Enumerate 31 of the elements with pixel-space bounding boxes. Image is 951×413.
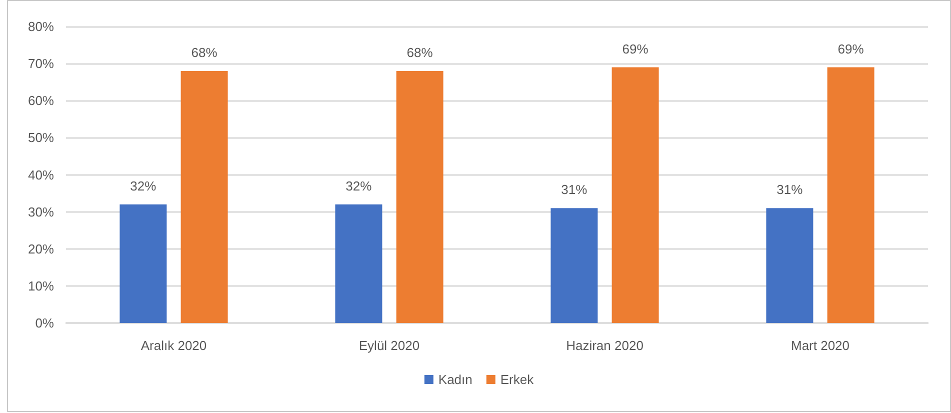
y-tick-label: 20% (28, 241, 54, 256)
bar (550, 208, 598, 323)
y-tick-label: 10% (28, 278, 54, 294)
x-tick-label: Aralık 2020 (140, 338, 207, 353)
y-tick-label: 50% (28, 130, 54, 146)
data-label: 32% (130, 178, 157, 194)
data-label: 32% (346, 178, 372, 194)
bar (180, 70, 228, 323)
x-tick-label: Mart 2020 (790, 338, 850, 353)
bar (396, 70, 444, 323)
legend-label: Kadın (438, 372, 472, 387)
data-label: 31% (776, 182, 804, 198)
bar (612, 67, 659, 323)
y-tick-label: 0% (35, 316, 54, 330)
data-label: 68% (406, 44, 434, 60)
data-label: 69% (622, 41, 649, 56)
x-tick-label: Eylül 2020 (358, 338, 420, 353)
y-tick-label: 30% (28, 204, 54, 220)
data-label: 68% (191, 44, 218, 60)
y-tick-label: 70% (28, 56, 54, 72)
bar (827, 67, 874, 323)
bar (766, 208, 814, 323)
data-label: 69% (838, 41, 864, 56)
bar (335, 204, 382, 323)
bar (120, 204, 167, 323)
y-tick-label: 80% (28, 19, 54, 34)
data-label: 31% (561, 182, 588, 198)
legend-label: Erkek (500, 372, 534, 387)
x-tick-label: Haziran 2020 (566, 338, 644, 353)
y-tick-label: 40% (28, 167, 54, 182)
y-tick-label: 60% (28, 93, 54, 108)
